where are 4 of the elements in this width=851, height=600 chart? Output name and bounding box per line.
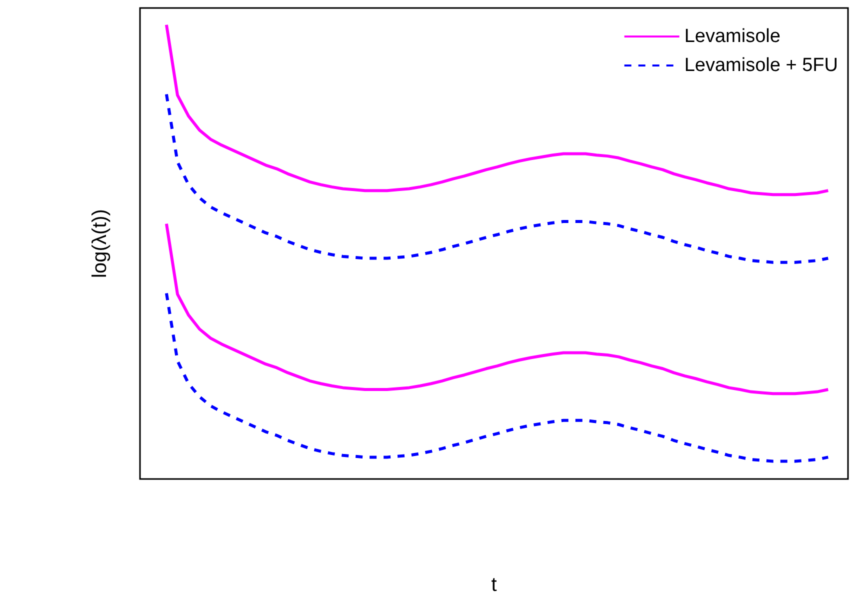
x-axis-title: t xyxy=(491,574,498,596)
legend-label: Levamisole + 5FU xyxy=(684,55,838,76)
legend-label: Levamisole xyxy=(684,26,780,47)
y-axis-title: log(λ(t)) xyxy=(89,209,111,278)
